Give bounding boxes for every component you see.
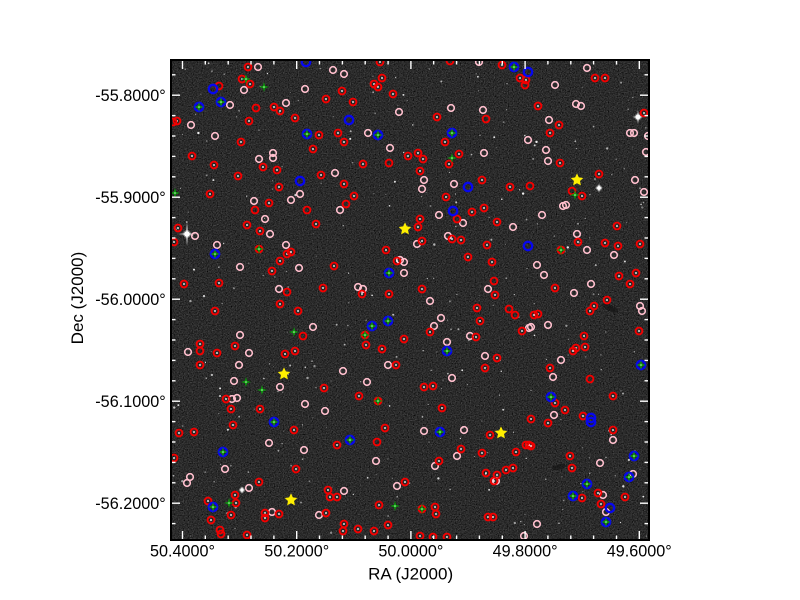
svg-text:50.2000°: 50.2000° [264, 543, 329, 561]
svg-text:50.4000°: 50.4000° [150, 543, 215, 561]
svg-text:RA (J2000): RA (J2000) [368, 565, 453, 584]
svg-text:-56.1000°: -56.1000° [95, 393, 165, 411]
svg-text:49.8000°: 49.8000° [493, 543, 558, 561]
svg-text:-56.0000°: -56.0000° [95, 291, 165, 309]
svg-text:49.6000°: 49.6000° [607, 543, 672, 561]
svg-text:50.0000°: 50.0000° [378, 543, 443, 561]
svg-text:Dec (J2000): Dec (J2000) [68, 252, 87, 345]
svg-text:-55.9000°: -55.9000° [95, 189, 165, 207]
svg-text:-55.8000°: -55.8000° [95, 87, 165, 105]
svg-text:-56.2000°: -56.2000° [95, 495, 165, 513]
